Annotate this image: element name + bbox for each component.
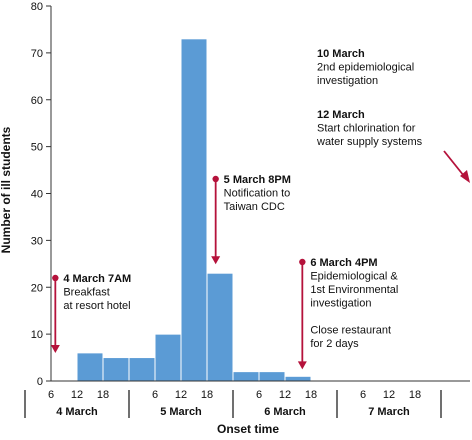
chlorination-arrow-line [443,150,465,177]
hour-tick-label: 6 [256,389,262,401]
y-tick-label: 40 [31,189,43,201]
investigation-annotation-line: for 2 days [310,338,359,350]
investigation-annotation-line: 1st Environmental [310,284,398,296]
breakfast-annotation-line: at resort hotel [63,300,130,312]
y-tick-label: 10 [31,329,43,341]
investigation-arrow-head [297,361,307,370]
second-investigation-annotation-line: 10 March [317,48,365,60]
y-tick-label: 30 [31,235,43,247]
y-tick-label: 80 [31,1,43,13]
day-label: 5 March [160,406,202,418]
y-axis: 0 10 20 30 40 50 60 70 80 [31,1,52,388]
second-investigation-annotation-line: 2nd epidemiological [317,62,414,74]
bar [128,357,156,382]
hour-tick-label: 12 [175,389,187,401]
day-label: 4 March [56,406,98,418]
chlorination-annotation-line: Start chlorination for [317,123,416,135]
notification-annotation-line: 5 March 8PM [224,174,291,186]
hour-tick-label: 18 [409,389,421,401]
chlorination-arrow-head [460,170,470,183]
y-tick-label: 0 [37,376,43,388]
y-tick-label: 20 [31,282,43,294]
hour-tick-label: 12 [71,389,83,401]
hour-tick-label: 18 [305,389,317,401]
hour-tick-label: 18 [201,389,213,401]
y-tick-label: 60 [31,95,43,107]
x-axis-label: Onset time [217,422,279,436]
y-tick-label: 50 [31,142,43,154]
investigation-annotation-line: Epidemiological & [310,271,398,283]
investigation-annotation-line: Close restaurant [310,325,391,337]
breakfast-annotation-line: 4 March 7AM [63,273,131,285]
notification-annotation-line: Taiwan CDC [224,201,285,213]
chlorination-annotation-line: 12 March [317,109,365,121]
hour-tick-label: 12 [383,389,395,401]
investigation-annotation-line: investigation [310,298,371,310]
bar [206,272,234,382]
second-investigation-annotation-line: investigation [317,75,378,87]
y-tick-label: 70 [31,48,43,60]
hour-tick-label: 6 [48,389,54,401]
y-axis-label: Number of ill students [0,126,13,253]
bar [102,357,130,382]
notification-annotation-line: Notification to [224,188,291,200]
bar [76,352,104,382]
bars [76,38,312,382]
bar [232,371,260,382]
bar [284,375,312,382]
chlorination-annotation-line: water supply systems [316,136,423,148]
bar [154,333,182,382]
day-label: 6 March [264,406,306,418]
hour-tick-label: 18 [97,389,109,401]
hour-tick-label: 6 [360,389,366,401]
bar [258,371,286,382]
breakfast-arrow-head [50,345,60,353]
notification-arrow-head [211,256,221,265]
breakfast-annotation-line: Breakfast [63,287,109,299]
day-label: 7 March [368,406,410,418]
hour-tick-label: 12 [279,389,291,401]
bar [180,38,208,382]
investigation-annotation-line: 6 March 4PM [310,257,377,269]
hour-tick-label: 6 [152,389,158,401]
